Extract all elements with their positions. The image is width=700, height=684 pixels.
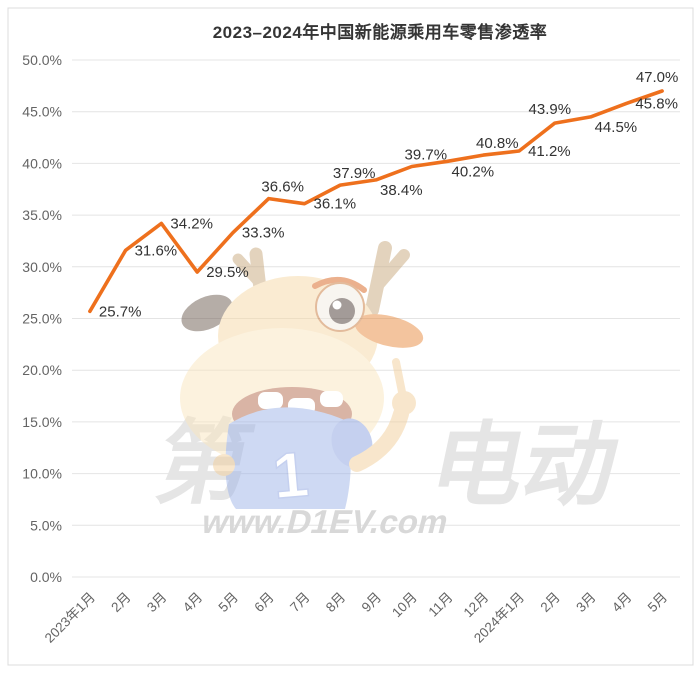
data-label: 25.7% (99, 303, 142, 320)
d1ev-mascot-watermark: 1 (180, 241, 424, 513)
x-tick-label: 9月 (359, 590, 384, 615)
gridlines (72, 59, 680, 578)
mascot-pointing-hand-icon (349, 358, 409, 472)
x-tick-label: 5月 (645, 590, 670, 615)
data-label: 36.6% (261, 179, 304, 196)
mascot-eyebrow (312, 277, 367, 293)
x-tick-label: 8月 (323, 590, 348, 615)
watermark-url: www.D1EV.com (197, 504, 452, 540)
x-tick-label: 4月 (180, 590, 205, 615)
y-tick-label: 25.0% (22, 311, 62, 327)
watermark: 第 电动 www.D1EV.com (148, 241, 628, 541)
series-polyline (88, 89, 664, 314)
data-label: 43.9% (529, 101, 572, 118)
series-line (88, 89, 664, 314)
x-tick-label: 2月 (108, 590, 133, 615)
data-label: 31.6% (135, 242, 178, 259)
y-tick-label: 50.0% (22, 52, 62, 68)
mascot-shirt (225, 407, 351, 509)
data-label: 33.3% (242, 225, 285, 242)
y-tick-label: 0.0% (30, 569, 62, 585)
x-tick-label: 2月 (537, 590, 562, 615)
x-tick-label: 5月 (216, 590, 241, 615)
mascot-right-ear (354, 314, 424, 348)
data-label: 40.2% (452, 163, 495, 180)
card-border (7, 7, 694, 666)
mascot-fist (392, 391, 416, 415)
watermark-chars-right: 电动 (422, 414, 628, 517)
y-tick-label: 30.0% (22, 259, 62, 275)
chart-title: 2023–2024年中国新能源乘用车零售渗透率 (212, 23, 548, 42)
y-tick-label: 10.0% (22, 466, 62, 482)
data-labels: 25.7% 31.6% 34.2% 29.5% 33.3% 36.6% 36.1% 37.9%… (99, 69, 678, 320)
x-tick-label: 7月 (287, 590, 312, 615)
data-label: 44.5% (595, 119, 638, 136)
data-label: 40.8% (476, 135, 519, 152)
x-tick-label: 10月 (389, 590, 420, 621)
mascot-left-hand (213, 454, 235, 476)
x-tick-label: 3月 (573, 590, 598, 615)
data-label: 38.4% (380, 182, 423, 199)
data-label: 47.0% (636, 69, 679, 86)
y-axis-labels: 0.0% 5.0% 10.0% 15.0% 20.0% 25.0% 30.0% 35.0% 40… (22, 52, 62, 585)
y-tick-label: 5.0% (30, 517, 62, 533)
mascot-eye (315, 282, 365, 332)
x-tick-label: 12月 (461, 590, 492, 621)
data-label: 34.2% (170, 215, 213, 232)
y-tick-label: 35.0% (22, 207, 62, 223)
x-tick-label: 6月 (251, 590, 276, 615)
data-label: 36.1% (314, 196, 357, 213)
y-tick-label: 45.0% (22, 104, 62, 120)
data-label: 45.8% (635, 95, 678, 112)
data-label: 29.5% (206, 264, 249, 281)
data-label: 41.2% (528, 143, 571, 160)
x-tick-label: 3月 (144, 590, 169, 615)
y-tick-label: 20.0% (22, 362, 62, 378)
x-tick-label: 4月 (609, 590, 634, 615)
y-tick-label: 40.0% (22, 155, 62, 171)
data-label: 37.9% (333, 165, 376, 182)
y-tick-label: 15.0% (22, 414, 62, 430)
mascot-left-ear (181, 294, 233, 332)
x-tick-label: 11月 (426, 590, 456, 620)
x-tick-label: 2023年1月 (42, 590, 98, 646)
data-label: 39.7% (405, 147, 448, 164)
mascot-shirt-number: 1 (270, 438, 312, 513)
